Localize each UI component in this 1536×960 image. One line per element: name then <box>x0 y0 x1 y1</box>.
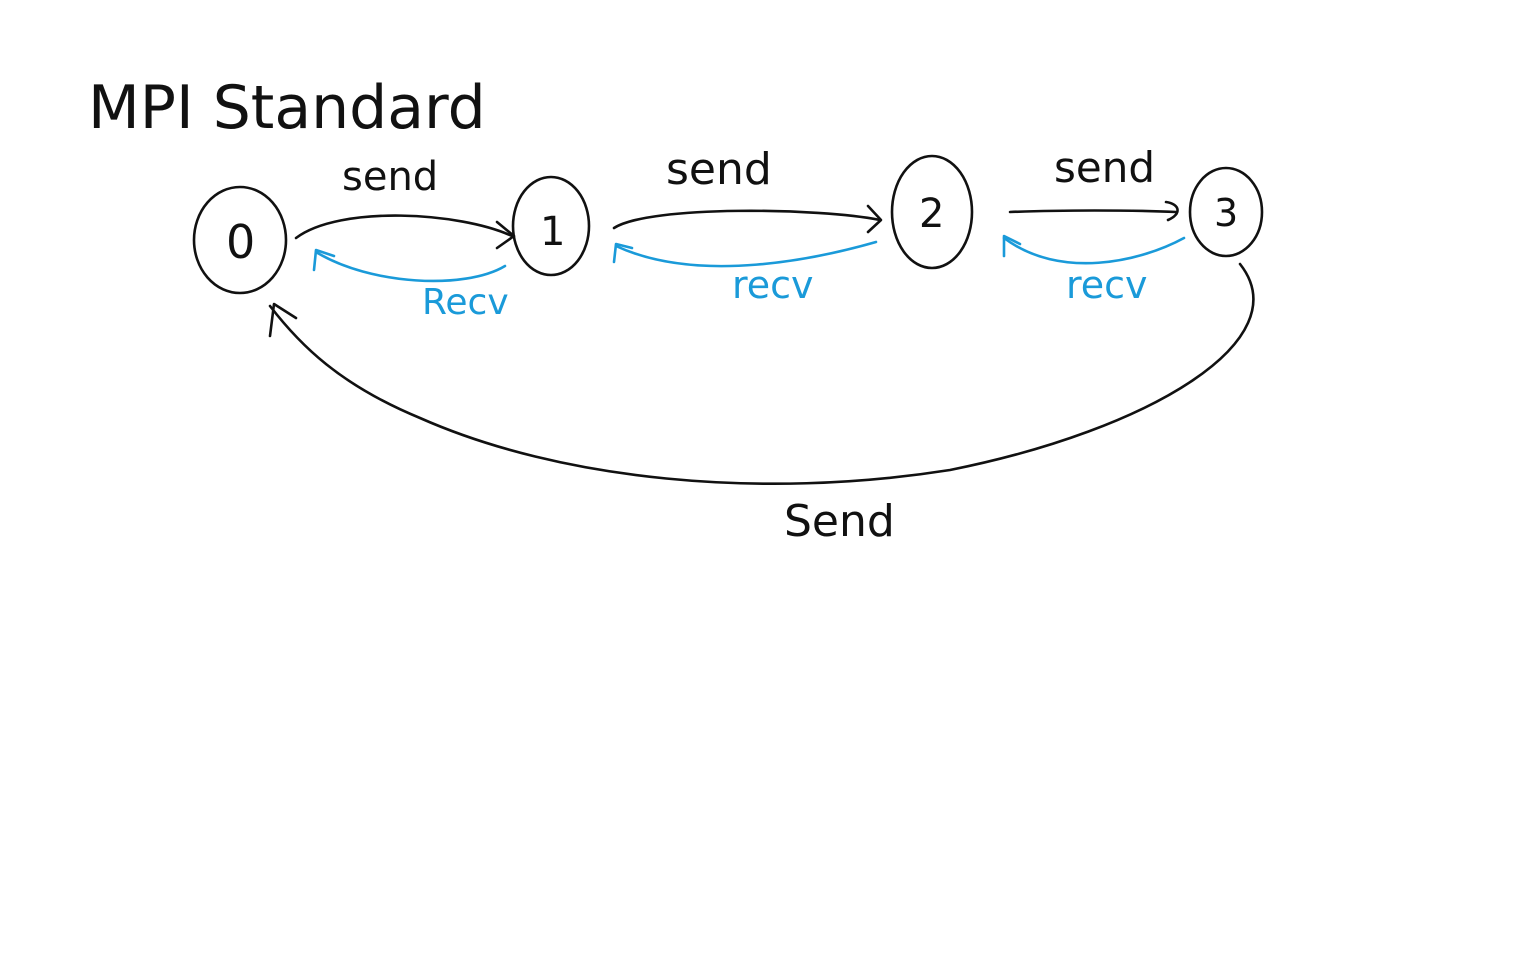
edge-3-2-recv-label: recv <box>1066 263 1148 307</box>
edge-3-0-send-line <box>268 262 1255 485</box>
edge-2-1-recv-label: recv <box>732 263 814 307</box>
node-2-label: 2 <box>919 191 944 237</box>
edge-1-0-recv-arrowhead <box>312 248 336 272</box>
edge-1-2-send-line <box>612 209 882 230</box>
edge-3-0-send-arrowhead <box>268 302 298 338</box>
edge-2-3-send-label: send <box>1054 143 1155 192</box>
node-1-label: 1 <box>540 209 565 255</box>
node-0: 0 <box>192 185 288 295</box>
node-3: 3 <box>1188 166 1264 258</box>
diagram-title: MPI Standard <box>88 73 486 143</box>
node-0-label: 0 <box>226 215 255 269</box>
edge-3-2-recv-line <box>1002 236 1186 265</box>
edge-1-2-send-arrowhead <box>866 204 883 234</box>
node-2-circle <box>890 154 974 270</box>
edge-1-0-recv-label: Recv <box>422 282 509 323</box>
edge-3-0-send-label: Send <box>784 496 895 547</box>
edge-2-1-recv: recv <box>612 240 878 307</box>
edge-3-0-send: Send <box>268 262 1255 547</box>
edge-0-1-send-arrowhead <box>495 220 516 250</box>
node-0-circle <box>192 185 288 295</box>
edge-1-2-send-label: send <box>666 144 772 195</box>
edge-2-3-send: send <box>1008 143 1179 222</box>
node-3-circle <box>1188 166 1264 258</box>
edge-2-1-recv-arrowhead <box>612 242 634 264</box>
node-1: 1 <box>511 175 591 277</box>
edge-1-0-recv: Recv <box>312 248 509 323</box>
edge-3-2-recv: recv <box>1002 234 1186 307</box>
edge-1-2-send: send <box>612 144 883 234</box>
node-2: 2 <box>890 154 974 270</box>
edge-1-0-recv-line <box>314 250 507 283</box>
edge-0-1-send: send <box>294 154 516 250</box>
edge-3-2-recv-arrowhead <box>1002 234 1022 258</box>
node-3-label: 3 <box>1214 191 1238 235</box>
edge-2-3-send-arrowhead <box>1164 200 1179 222</box>
edge-0-1-send-label: send <box>342 154 438 200</box>
node-1-circle <box>511 175 591 277</box>
edge-0-1-send-line <box>294 214 514 240</box>
edge-2-3-send-line <box>1008 209 1178 214</box>
edge-2-1-recv-line <box>614 240 878 268</box>
